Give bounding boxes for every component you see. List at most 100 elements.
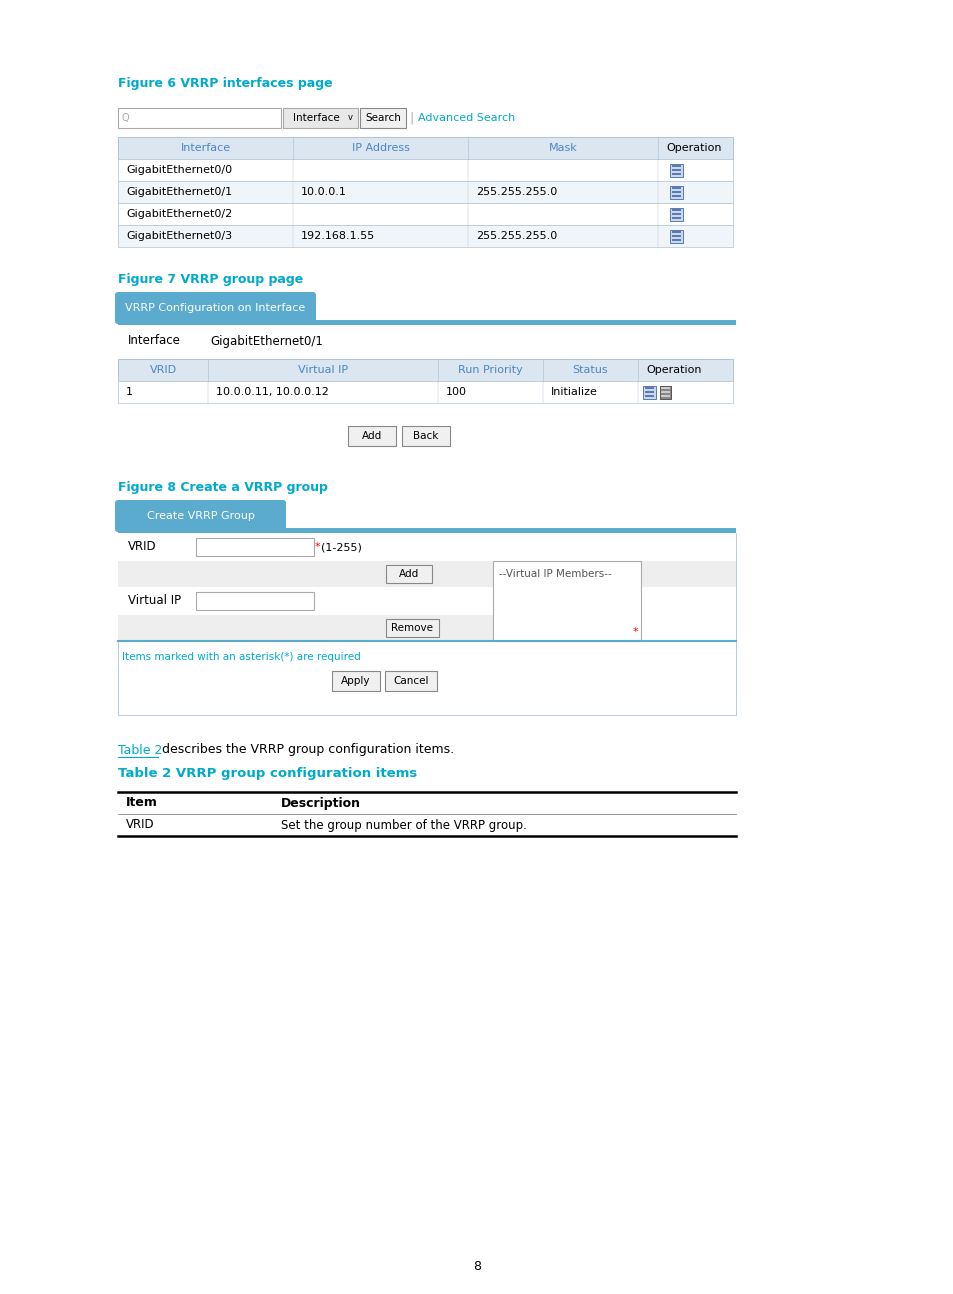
Bar xyxy=(660,391,669,393)
Text: Add: Add xyxy=(398,569,418,578)
Bar xyxy=(118,225,732,247)
Text: Add: Add xyxy=(361,431,382,441)
Text: GigabitEthernet0/3: GigabitEthernet0/3 xyxy=(126,232,232,241)
Text: Set the group number of the VRRP group.: Set the group number of the VRRP group. xyxy=(281,819,526,832)
FancyBboxPatch shape xyxy=(115,292,315,324)
Bar xyxy=(671,217,680,219)
Text: Mask: Mask xyxy=(548,144,577,153)
Bar xyxy=(644,387,654,389)
Text: Table 2: Table 2 xyxy=(118,744,162,757)
Text: 255.255.255.0: 255.255.255.0 xyxy=(476,188,557,197)
Text: Apply: Apply xyxy=(341,675,371,686)
Bar xyxy=(644,391,654,393)
Bar xyxy=(118,203,732,225)
Bar xyxy=(642,386,656,399)
Text: GigabitEthernet0/2: GigabitEthernet0/2 xyxy=(126,210,232,219)
Text: 255.255.255.0: 255.255.255.0 xyxy=(476,232,557,241)
Text: 192.168.1.55: 192.168.1.55 xyxy=(301,232,375,241)
Text: Operation: Operation xyxy=(645,365,700,375)
Bar xyxy=(660,387,669,389)
Bar xyxy=(671,210,680,211)
Bar xyxy=(669,230,682,243)
Bar xyxy=(118,320,735,325)
Bar xyxy=(195,591,314,609)
Text: 10.0.0.11, 10.0.0.12: 10.0.0.11, 10.0.0.12 xyxy=(215,387,329,397)
Text: 8: 8 xyxy=(473,1259,480,1272)
Text: VRRP Configuration on Interface: VRRP Configuration on Interface xyxy=(125,303,305,313)
Bar xyxy=(118,358,732,380)
Text: Item: Item xyxy=(126,797,157,810)
Bar xyxy=(659,386,670,399)
Bar xyxy=(118,533,735,562)
Text: Table 2 VRRP group configuration items: Table 2 VRRP group configuration items xyxy=(118,767,416,780)
Bar xyxy=(118,380,732,402)
Bar xyxy=(118,181,732,203)
Bar xyxy=(386,565,432,584)
Text: Description: Description xyxy=(281,797,360,810)
Text: Search: Search xyxy=(365,113,400,123)
Bar xyxy=(195,538,314,556)
FancyBboxPatch shape xyxy=(115,499,286,532)
Bar xyxy=(385,672,436,691)
Bar xyxy=(493,562,640,641)
Bar xyxy=(660,395,669,397)
Bar xyxy=(671,232,680,233)
Bar xyxy=(118,159,732,181)
Bar xyxy=(401,426,450,446)
Text: Remove: Remove xyxy=(391,622,433,633)
Bar xyxy=(671,188,680,189)
Bar xyxy=(118,533,735,716)
Bar xyxy=(669,186,682,199)
Bar xyxy=(118,528,735,533)
Text: Interface: Interface xyxy=(293,113,339,123)
Bar xyxy=(359,107,406,128)
Bar xyxy=(118,587,493,615)
Text: GigabitEthernet0/1: GigabitEthernet0/1 xyxy=(210,335,322,348)
Bar xyxy=(671,173,680,175)
Bar xyxy=(118,562,735,587)
Bar xyxy=(348,426,395,446)
Bar xyxy=(671,192,680,193)
Text: Q: Q xyxy=(122,113,130,123)
Bar xyxy=(118,107,281,128)
Text: v: v xyxy=(348,114,353,123)
Bar xyxy=(283,107,357,128)
Bar xyxy=(118,814,735,836)
Text: describes the VRRP group configuration items.: describes the VRRP group configuration i… xyxy=(158,744,454,757)
Text: Figure 8 Create a VRRP group: Figure 8 Create a VRRP group xyxy=(118,480,328,493)
Bar xyxy=(671,170,680,171)
Bar xyxy=(669,208,682,221)
Text: |: | xyxy=(409,111,413,124)
Bar xyxy=(118,137,732,159)
Text: Initialize: Initialize xyxy=(551,387,598,397)
Text: VRID: VRID xyxy=(126,819,154,832)
Text: *: * xyxy=(314,542,320,553)
Text: Advanced Search: Advanced Search xyxy=(417,113,515,123)
Text: Virtual IP: Virtual IP xyxy=(297,365,348,375)
Bar xyxy=(671,239,680,241)
Text: Cancel: Cancel xyxy=(393,675,428,686)
Bar xyxy=(671,195,680,197)
Text: Virtual IP: Virtual IP xyxy=(128,594,181,607)
Text: GigabitEthernet0/1: GigabitEthernet0/1 xyxy=(126,188,232,197)
Text: Items marked with an asterisk(*) are required: Items marked with an asterisk(*) are req… xyxy=(122,652,360,663)
Text: Status: Status xyxy=(572,365,608,375)
Text: 1: 1 xyxy=(126,387,132,397)
Text: *: * xyxy=(632,628,638,637)
Text: VRID: VRID xyxy=(128,541,156,554)
Text: VRID: VRID xyxy=(150,365,176,375)
Text: --Virtual IP Members--: --Virtual IP Members-- xyxy=(498,569,611,578)
Bar xyxy=(118,792,735,814)
Text: Figure 7 VRRP group page: Figure 7 VRRP group page xyxy=(118,273,303,286)
Text: Run Priority: Run Priority xyxy=(457,365,522,375)
Text: Back: Back xyxy=(413,431,438,441)
Text: Figure 6 VRRP interfaces page: Figure 6 VRRP interfaces page xyxy=(118,78,333,91)
Text: Create VRRP Group: Create VRRP Group xyxy=(147,511,254,521)
Text: Operation: Operation xyxy=(665,144,720,153)
Bar xyxy=(118,615,493,641)
Bar xyxy=(671,214,680,215)
Bar xyxy=(669,164,682,177)
Bar xyxy=(671,166,680,167)
Text: IP Address: IP Address xyxy=(352,144,409,153)
Text: Interface: Interface xyxy=(128,335,181,348)
